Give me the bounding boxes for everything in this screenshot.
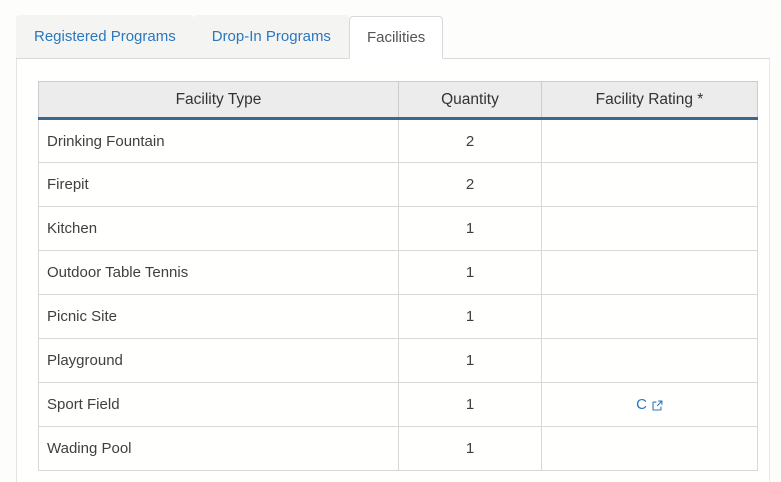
quantity-cell: 1 bbox=[398, 338, 542, 383]
facility-rating-link[interactable]: C bbox=[636, 396, 663, 413]
quantity-cell: 1 bbox=[398, 206, 542, 251]
facility-rating-cell bbox=[541, 338, 758, 383]
facility-rating-cell bbox=[541, 162, 758, 207]
tab-drop-in-programs[interactable]: Drop-In Programs bbox=[193, 15, 349, 58]
facility-rating-cell bbox=[541, 118, 758, 163]
column-header-facility-rating: Facility Rating * bbox=[541, 81, 758, 120]
facility-rating-cell bbox=[541, 206, 758, 251]
facility-type-cell: Playground bbox=[38, 338, 399, 383]
table-row: Wading Pool 1 bbox=[38, 426, 758, 471]
tab-registered-programs[interactable]: Registered Programs bbox=[16, 15, 194, 58]
facility-rating-value: C bbox=[636, 396, 647, 413]
quantity-cell: 2 bbox=[398, 162, 542, 207]
facilities-panel: Facility Type Quantity Facility Rating *… bbox=[16, 59, 770, 482]
quantity-cell: 1 bbox=[398, 294, 542, 339]
facility-rating-cell bbox=[541, 294, 758, 339]
facility-rating-cell bbox=[541, 250, 758, 295]
external-link-icon bbox=[652, 400, 663, 411]
facility-type-cell: Drinking Fountain bbox=[38, 118, 399, 163]
table-row: Drinking Fountain 2 bbox=[38, 118, 758, 163]
table-row: Sport Field 1 C bbox=[38, 382, 758, 427]
column-header-facility-type: Facility Type bbox=[38, 81, 399, 120]
table-row: Firepit 2 bbox=[38, 162, 758, 207]
column-header-quantity: Quantity bbox=[398, 81, 542, 120]
facilities-table: Facility Type Quantity Facility Rating *… bbox=[38, 81, 758, 471]
facility-rating-cell bbox=[541, 426, 758, 471]
quantity-cell: 2 bbox=[398, 118, 542, 163]
facility-type-cell: Wading Pool bbox=[38, 426, 399, 471]
facility-rating-cell: C bbox=[541, 382, 758, 427]
facility-type-cell: Sport Field bbox=[38, 382, 399, 427]
table-header-row: Facility Type Quantity Facility Rating * bbox=[38, 81, 758, 120]
facility-type-cell: Picnic Site bbox=[38, 294, 399, 339]
facility-type-cell: Firepit bbox=[38, 162, 399, 207]
facility-type-cell: Outdoor Table Tennis bbox=[38, 250, 399, 295]
table-row: Playground 1 bbox=[38, 338, 758, 383]
quantity-cell: 1 bbox=[398, 250, 542, 295]
table-row: Picnic Site 1 bbox=[38, 294, 758, 339]
table-row: Kitchen 1 bbox=[38, 206, 758, 251]
quantity-cell: 1 bbox=[398, 382, 542, 427]
table-row: Outdoor Table Tennis 1 bbox=[38, 250, 758, 295]
quantity-cell: 1 bbox=[398, 426, 542, 471]
tab-facilities[interactable]: Facilities bbox=[348, 16, 444, 59]
facility-type-cell: Kitchen bbox=[38, 206, 399, 251]
tab-bar: Registered Programs Drop-In Programs Fac… bbox=[16, 15, 770, 59]
